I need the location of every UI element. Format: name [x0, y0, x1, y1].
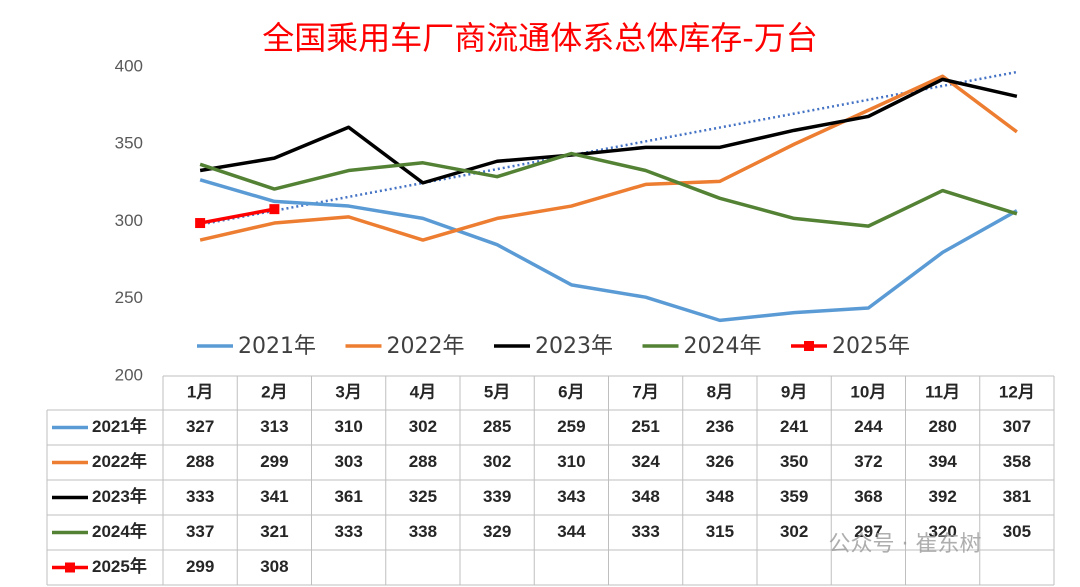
series-line: [199, 178, 1018, 323]
series-line: [199, 77, 1018, 185]
legend-label: 2023年: [535, 334, 613, 359]
table-value: 288: [409, 452, 437, 471]
legend-label: 2022年: [387, 334, 465, 359]
x-tick-label: 6月: [558, 382, 584, 401]
x-tick-label: 4月: [410, 382, 436, 401]
y-tick-label: 200: [115, 365, 143, 384]
chart-title: 全国乘用车厂商流通体系总体库存-万台: [262, 19, 818, 57]
x-tick-label: 9月: [781, 382, 807, 401]
table-value: 280: [928, 417, 956, 436]
table-value: 327: [186, 417, 214, 436]
x-tick-label: 3月: [335, 382, 361, 401]
table-value: 358: [1003, 452, 1031, 471]
table-value: 303: [334, 452, 362, 471]
y-tick-label: 250: [115, 288, 143, 307]
series-line: [199, 207, 275, 225]
table-value: 241: [780, 417, 808, 436]
row-label: 2021年: [92, 416, 147, 436]
table-value: 333: [631, 522, 659, 541]
row-label: 2022年: [92, 451, 147, 471]
table-value: 381: [1003, 487, 1031, 506]
x-tick-label: 8月: [707, 382, 733, 401]
table-value: 348: [631, 487, 659, 506]
legend-label: 2024年: [684, 334, 762, 359]
series-line: [199, 74, 1018, 242]
table-value: 325: [409, 487, 437, 506]
table-value: 321: [260, 522, 288, 541]
table-value: 333: [186, 487, 214, 506]
table-value: 361: [334, 487, 362, 506]
table-value: 344: [557, 522, 586, 541]
table-value: 392: [928, 487, 956, 506]
table-value: 251: [631, 417, 659, 436]
legend-marker: [804, 341, 814, 351]
table-value: 299: [186, 557, 214, 576]
row-marker: [65, 562, 75, 573]
table-value: 307: [1003, 417, 1031, 436]
x-tick-label: 2月: [261, 382, 287, 401]
y-tick-label: 300: [115, 211, 143, 230]
row-label: 2025年: [92, 556, 147, 576]
x-tick-label: 12月: [999, 382, 1035, 401]
table-value: 315: [706, 522, 734, 541]
legend-label: 2025年: [832, 334, 910, 359]
point-marker: [269, 204, 280, 215]
table-value: 324: [631, 452, 660, 471]
trend-line: [197, 70, 1018, 227]
table-value: 329: [483, 522, 511, 541]
row-label: 2024年: [92, 521, 147, 541]
row-label: 2023年: [92, 486, 147, 506]
x-tick-label: 10月: [850, 382, 886, 401]
table-value: 343: [557, 487, 585, 506]
table-value: 299: [260, 452, 288, 471]
table-value: 368: [854, 487, 882, 506]
table-value: 350: [780, 452, 808, 471]
series-line: [199, 151, 1018, 228]
table-value: 333: [334, 522, 362, 541]
table-value: 348: [706, 487, 734, 506]
table-value: 297: [854, 522, 882, 541]
table-value: 341: [260, 487, 288, 506]
table-value: 244: [854, 417, 883, 436]
table-value: 339: [483, 487, 511, 506]
y-tick-label: 400: [115, 56, 143, 75]
table-value: 326: [706, 452, 734, 471]
table-value: 310: [557, 452, 585, 471]
table-value: 302: [780, 522, 808, 541]
y-tick-label: 350: [115, 134, 143, 153]
legend-label: 2021年: [238, 334, 316, 359]
table-value: 302: [409, 417, 437, 436]
table-value: 372: [854, 452, 882, 471]
table-value: 394: [928, 452, 957, 471]
point-marker: [195, 218, 206, 229]
table-value: 236: [706, 417, 734, 436]
x-tick-label: 5月: [484, 382, 510, 401]
table-value: 359: [780, 487, 808, 506]
table-value: 308: [260, 557, 288, 576]
table-value: 285: [483, 417, 511, 436]
table-value: 320: [928, 522, 956, 541]
table-value: 288: [186, 452, 214, 471]
table-value: 302: [483, 452, 511, 471]
x-tick-label: 11月: [925, 382, 960, 401]
watermark: 公众号 · 崔东树: [829, 532, 982, 557]
table-value: 259: [557, 417, 585, 436]
table-value: 313: [260, 417, 288, 436]
x-tick-label: 7月: [632, 382, 658, 401]
x-tick-label: 1月: [187, 382, 213, 401]
table-value: 338: [409, 522, 437, 541]
table-value: 310: [334, 417, 362, 436]
table-value: 305: [1003, 522, 1031, 541]
table-value: 337: [186, 522, 214, 541]
